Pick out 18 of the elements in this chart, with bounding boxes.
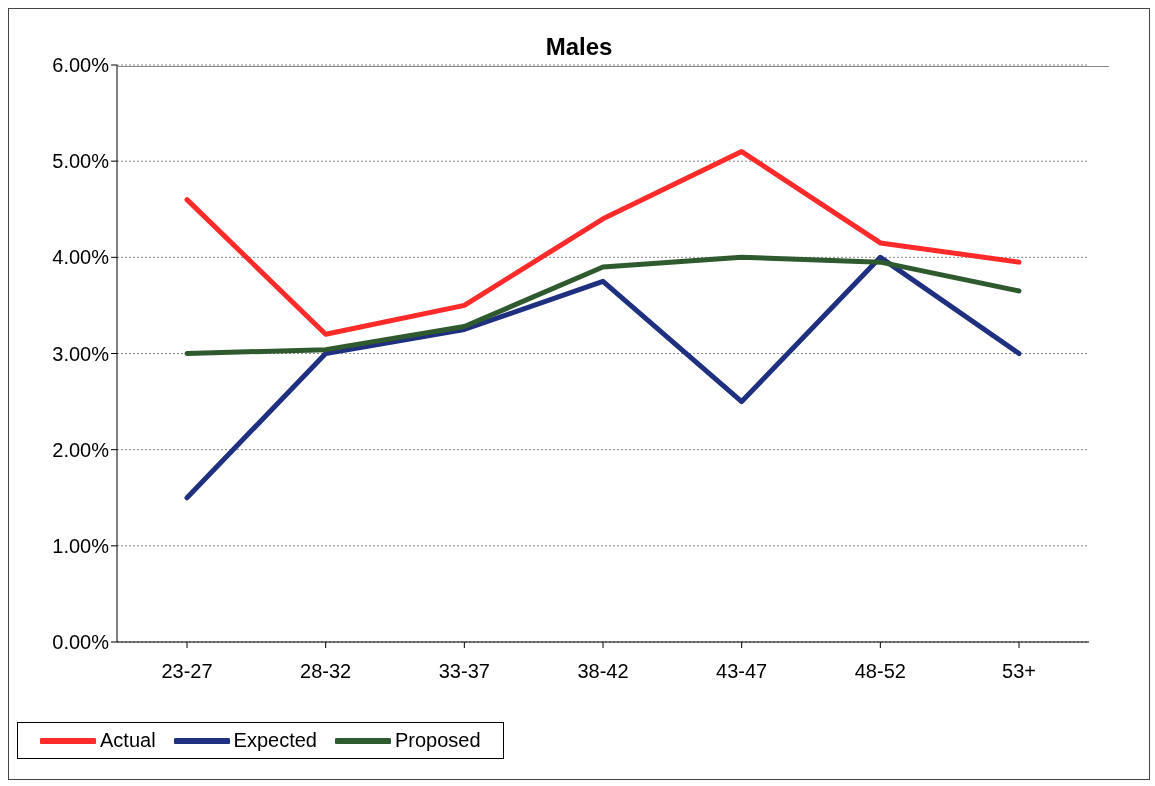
- y-tick-label: 6.00%: [52, 54, 110, 77]
- x-tick-label: 38-42: [577, 660, 629, 683]
- x-tick-label: 28-32: [300, 660, 352, 683]
- legend-label: Expected: [232, 729, 317, 752]
- y-tick-label: 5.00%: [52, 150, 110, 173]
- legend-label: Proposed: [394, 729, 481, 752]
- chart-title: Males: [545, 33, 613, 60]
- x-tick-label: 43-47: [716, 660, 768, 683]
- x-tick-label: 33-37: [438, 660, 490, 683]
- y-tick-label: 4.00%: [52, 246, 110, 269]
- x-tick-label: 53+: [1002, 660, 1036, 683]
- x-tick-label: 48-52: [854, 660, 906, 683]
- legend-label: Actual: [99, 729, 156, 752]
- x-tick-label: 23-27: [161, 660, 213, 683]
- y-tick-label: 2.00%: [52, 438, 110, 461]
- y-tick-label: 0.00%: [52, 631, 110, 654]
- y-tick-label: 1.00%: [52, 534, 110, 557]
- y-tick-label: 3.00%: [52, 342, 110, 365]
